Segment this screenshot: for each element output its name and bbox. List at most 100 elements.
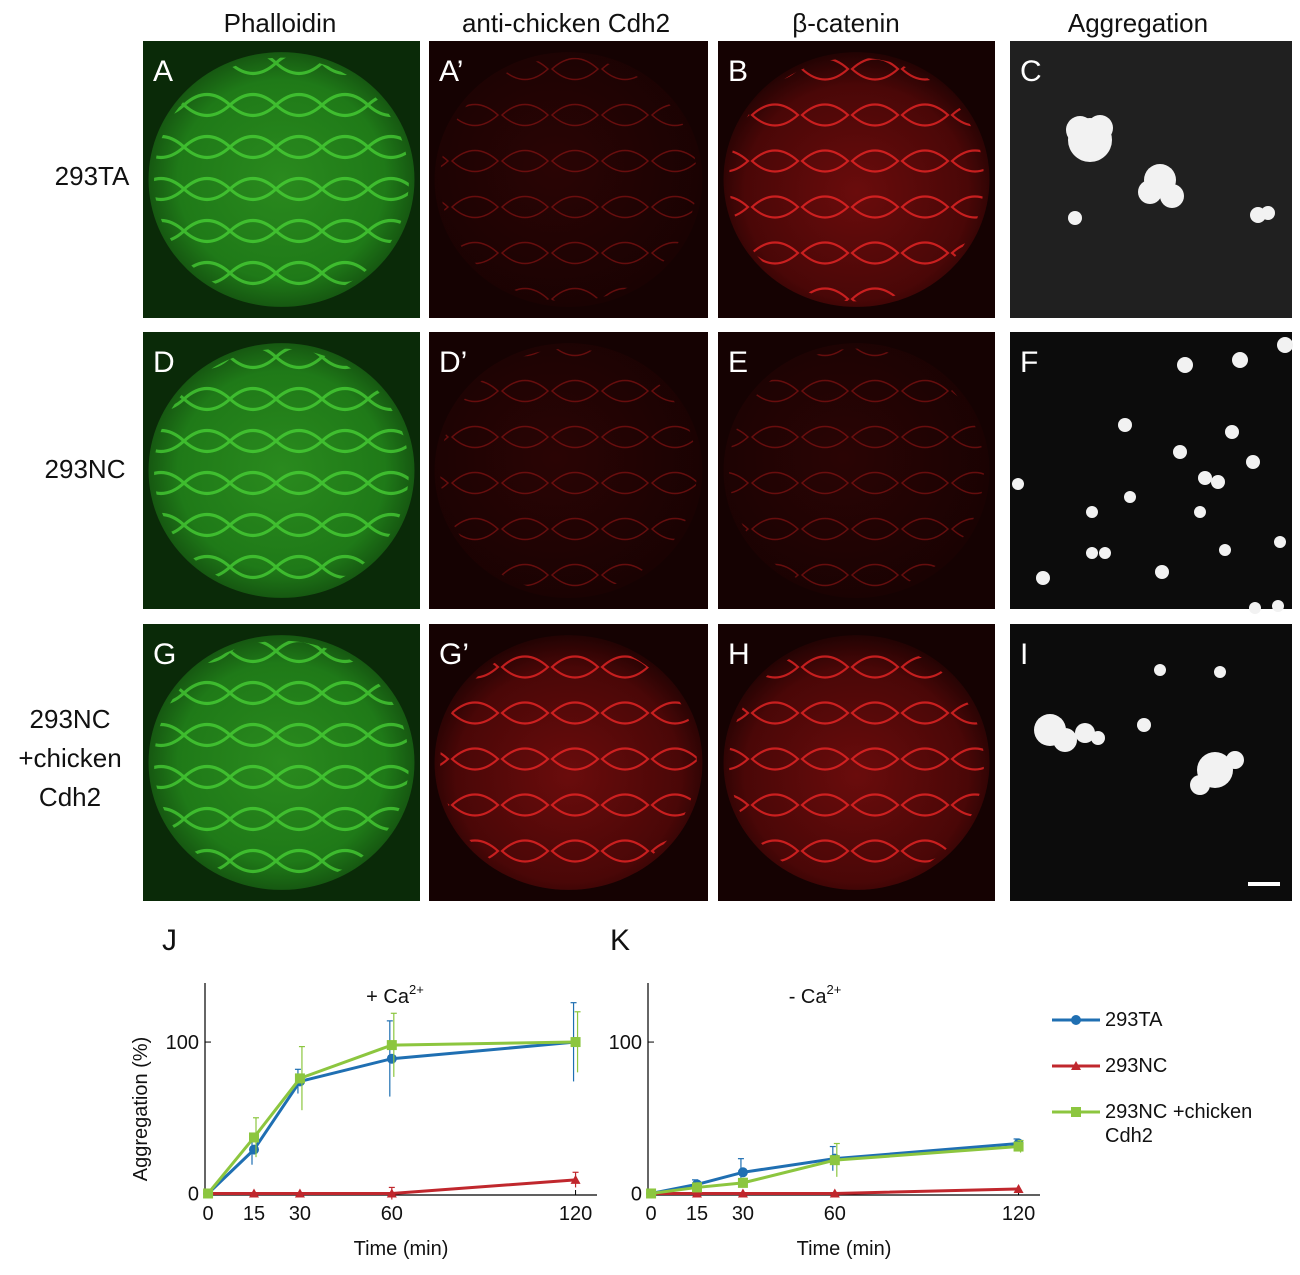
line-chart: K - Ca2+ 0 100 0 15 30 60 120 Time (min)	[609, 924, 1040, 1260]
marker	[294, 1073, 305, 1084]
cell	[1012, 478, 1024, 490]
marker	[294, 1188, 305, 1198]
cell	[1225, 425, 1239, 439]
cell-borders	[440, 348, 697, 593]
line-chart: J + Ca2+ 0 100 0 15 30 60 120 Time (min) Aggregati…	[130, 924, 597, 1260]
column-header: anti-chicken Cdh2	[462, 8, 670, 38]
cell-borders	[729, 57, 984, 302]
panel-label: C	[1020, 55, 1042, 88]
row-label: 293NC	[45, 454, 126, 484]
legend-item: 293NC +chicken Cdh2	[1050, 1100, 1290, 1147]
marker	[386, 1040, 397, 1051]
cell	[1194, 506, 1206, 518]
legend-label: 293NC	[1105, 1055, 1168, 1077]
x-tick-label: 60	[381, 1203, 403, 1225]
panel-label: F	[1020, 346, 1038, 379]
cell	[1068, 211, 1082, 225]
cell	[1155, 565, 1169, 579]
cell	[1154, 664, 1166, 676]
legend-swatch	[1052, 1107, 1100, 1117]
cell	[1091, 731, 1105, 745]
x-tick-label: 0	[203, 1203, 214, 1225]
cell-borders	[729, 348, 984, 593]
legend-swatch	[1052, 1061, 1100, 1070]
cell	[1219, 544, 1231, 556]
marker	[829, 1188, 840, 1198]
legend-label: 293TA	[1105, 1009, 1163, 1031]
marker	[1071, 1061, 1081, 1070]
cell	[1232, 352, 1248, 368]
title-superscript: 2+	[826, 982, 841, 997]
x-tick-label: 0	[646, 1203, 657, 1225]
cell	[1099, 547, 1111, 559]
cell-borders	[154, 57, 409, 302]
x-tick-label: 30	[732, 1203, 754, 1225]
panel-letter: K	[610, 924, 630, 957]
cell	[1246, 455, 1260, 469]
marker	[1071, 1107, 1081, 1117]
cell	[1118, 418, 1132, 432]
aggregation-image	[1010, 332, 1292, 609]
row-label: +chicken	[18, 743, 121, 773]
series-line	[650, 1145, 1019, 1195]
legend: 293TA 293NC 293NC +chicken Cdh2	[1050, 1008, 1290, 1147]
scale-bar	[1248, 882, 1280, 886]
cell	[1198, 471, 1212, 485]
title-superscript: 2+	[409, 982, 424, 997]
marker	[737, 1188, 748, 1198]
panel-label: D’	[439, 346, 467, 379]
y-axis-label: Aggregation (%)	[130, 1037, 152, 1182]
x-tick-label: 30	[289, 1203, 311, 1225]
marker	[570, 1037, 581, 1048]
cell	[1274, 536, 1286, 548]
marker	[692, 1188, 702, 1198]
panel-label: G’	[439, 638, 469, 671]
marker	[203, 1188, 214, 1199]
cell	[1272, 600, 1284, 612]
cell-borders	[154, 348, 409, 593]
cell	[1277, 337, 1293, 353]
cell	[1160, 184, 1184, 208]
cell	[1075, 723, 1095, 743]
panel-label: I	[1020, 638, 1028, 671]
marker	[1071, 1015, 1081, 1025]
chart-title: - Ca2+	[789, 982, 842, 1008]
x-tick-label: 60	[824, 1203, 846, 1225]
y-tick-label: 0	[631, 1183, 642, 1205]
cell-borders	[729, 640, 984, 885]
x-tick-label: 15	[686, 1203, 708, 1225]
marker	[1013, 1141, 1024, 1152]
panel-label: B	[728, 55, 748, 88]
x-axis-label: Time (min)	[797, 1238, 892, 1260]
cell	[1177, 357, 1193, 373]
cell	[1053, 728, 1077, 752]
marker	[646, 1188, 657, 1199]
cell	[1226, 751, 1244, 769]
row-label: 293NC	[30, 704, 111, 734]
legend-item: 293NC	[1050, 1054, 1290, 1078]
x-tick-label: 15	[243, 1203, 265, 1225]
legend-label: 293NC +chicken Cdh2	[1105, 1101, 1253, 1147]
marker	[249, 1188, 259, 1198]
y-tick-label: 100	[609, 1032, 642, 1054]
title-text: - Ca	[789, 986, 828, 1008]
marker	[249, 1144, 259, 1155]
series-line	[206, 1040, 576, 1195]
row-label: Cdh2	[39, 782, 101, 812]
panel-label: E	[728, 346, 748, 379]
panel-label: A	[153, 55, 173, 88]
cell	[1137, 718, 1151, 732]
column-header: Aggregation	[1068, 8, 1208, 38]
cell	[1086, 547, 1098, 559]
panel-label: H	[728, 638, 750, 671]
marker	[249, 1132, 259, 1143]
cell	[1214, 666, 1226, 678]
cell-borders	[440, 57, 697, 302]
marker	[386, 1053, 397, 1064]
title-text: + Ca	[366, 986, 410, 1008]
cell	[1249, 602, 1261, 614]
marker	[692, 1182, 702, 1193]
